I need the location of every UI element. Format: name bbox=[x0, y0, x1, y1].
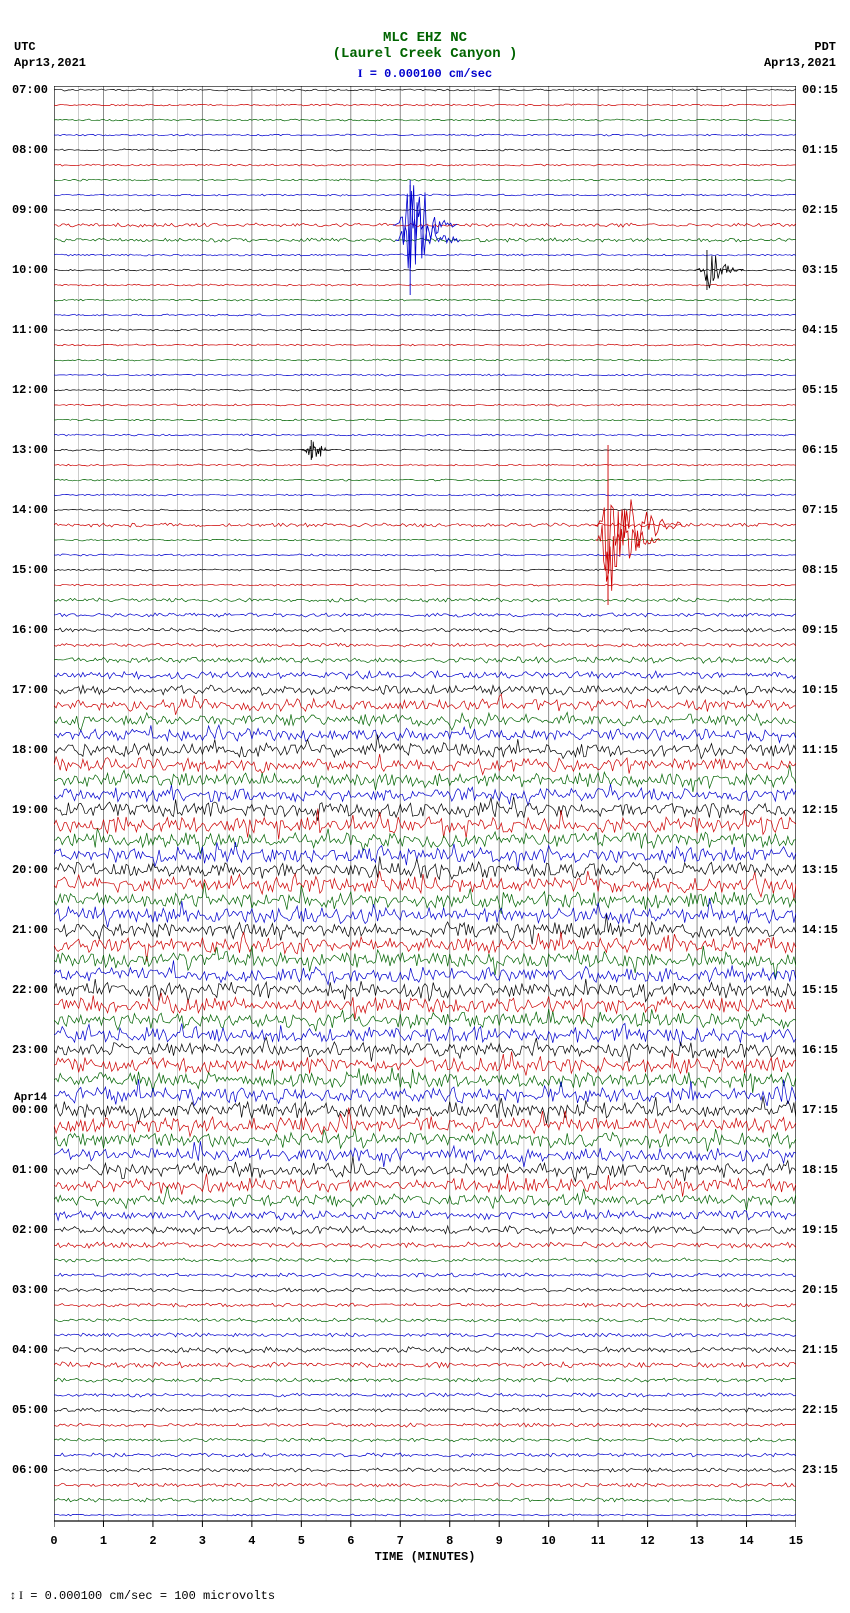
utc-label: 01:00 bbox=[12, 1163, 48, 1177]
x-tick: 1 bbox=[100, 1534, 107, 1548]
pdt-label: 08:15 bbox=[802, 563, 838, 577]
pdt-label: 12:15 bbox=[802, 803, 838, 817]
utc-label: 04:00 bbox=[12, 1343, 48, 1357]
x-tick: 3 bbox=[199, 1534, 206, 1548]
x-tick: 9 bbox=[496, 1534, 503, 1548]
pdt-label: 14:15 bbox=[802, 923, 838, 937]
pdt-label: 06:15 bbox=[802, 443, 838, 457]
pdt-label: 18:15 bbox=[802, 1163, 838, 1177]
header: MLC EHZ NC (Laurel Creek Canyon ) I = 0.… bbox=[0, 0, 850, 81]
pdt-label: 13:15 bbox=[802, 863, 838, 877]
x-tick: 6 bbox=[347, 1534, 354, 1548]
timezone-right: PDT bbox=[814, 40, 836, 54]
utc-label: 16:00 bbox=[12, 623, 48, 637]
date-left: Apr13,2021 bbox=[14, 56, 86, 70]
x-axis-label: TIME (MINUTES) bbox=[0, 1550, 850, 1564]
pdt-label: 09:15 bbox=[802, 623, 838, 637]
utc-label: 14:00 bbox=[12, 503, 48, 517]
x-tick: 7 bbox=[397, 1534, 404, 1548]
pdt-label: 03:15 bbox=[802, 263, 838, 277]
utc-hour-labels: 07:00 08:00 09:00 10:00 11:00 12:00 13:00 14:00… bbox=[0, 86, 52, 1534]
utc-label: 00:00 bbox=[12, 1103, 48, 1117]
utc-label: 21:00 bbox=[12, 923, 48, 937]
pdt-label: 23:15 bbox=[802, 1463, 838, 1477]
x-tick: 13 bbox=[690, 1534, 704, 1548]
pdt-label: 17:15 bbox=[802, 1103, 838, 1117]
pdt-hour-labels: 00:15 01:15 02:15 03:15 04:15 05:15 06:15 07:15… bbox=[798, 86, 850, 1534]
pdt-label: 02:15 bbox=[802, 203, 838, 217]
x-tick: 8 bbox=[446, 1534, 453, 1548]
pdt-label: 11:15 bbox=[802, 743, 838, 757]
pdt-label: 00:15 bbox=[802, 83, 838, 97]
x-tick: 15 bbox=[789, 1534, 803, 1548]
pdt-label: 10:15 bbox=[802, 683, 838, 697]
x-tick: 14 bbox=[739, 1534, 753, 1548]
utc-label: 11:00 bbox=[12, 323, 48, 337]
pdt-label: 05:15 bbox=[802, 383, 838, 397]
utc-label: 05:00 bbox=[12, 1403, 48, 1417]
utc-label: 23:00 bbox=[12, 1043, 48, 1057]
pdt-label: 20:15 bbox=[802, 1283, 838, 1297]
x-tick: 2 bbox=[149, 1534, 156, 1548]
pdt-label: 16:15 bbox=[802, 1043, 838, 1057]
x-tick: 5 bbox=[298, 1534, 305, 1548]
pdt-label: 22:15 bbox=[802, 1403, 838, 1417]
timezone-left: UTC bbox=[14, 40, 36, 54]
utc-label: 07:00 bbox=[12, 83, 48, 97]
station-code: MLC EHZ NC bbox=[0, 30, 850, 46]
utc-label: 18:00 bbox=[12, 743, 48, 757]
station-location: (Laurel Creek Canyon ) bbox=[0, 46, 850, 62]
footer-scale: ↕ I = 0.000100 cm/sec = 100 microvolts bbox=[10, 1588, 275, 1603]
x-tick: 4 bbox=[248, 1534, 255, 1548]
midnight-label: Apr14 bbox=[14, 1092, 47, 1104]
utc-label: 03:00 bbox=[12, 1283, 48, 1297]
utc-label: 08:00 bbox=[12, 143, 48, 157]
x-tick: 12 bbox=[640, 1534, 654, 1548]
utc-label: 02:00 bbox=[12, 1223, 48, 1237]
utc-label: 13:00 bbox=[12, 443, 48, 457]
x-tick: 11 bbox=[591, 1534, 605, 1548]
utc-label: 15:00 bbox=[12, 563, 48, 577]
utc-label: 06:00 bbox=[12, 1463, 48, 1477]
utc-label: 10:00 bbox=[12, 263, 48, 277]
pdt-label: 15:15 bbox=[802, 983, 838, 997]
utc-label: 22:00 bbox=[12, 983, 48, 997]
utc-label: 09:00 bbox=[12, 203, 48, 217]
x-tick: 10 bbox=[541, 1534, 555, 1548]
scale-indicator: I = 0.000100 cm/sec bbox=[0, 66, 850, 81]
utc-label: 17:00 bbox=[12, 683, 48, 697]
date-right: Apr13,2021 bbox=[764, 56, 836, 70]
pdt-label: 04:15 bbox=[802, 323, 838, 337]
utc-label: 19:00 bbox=[12, 803, 48, 817]
pdt-label: 21:15 bbox=[802, 1343, 838, 1357]
utc-label: 20:00 bbox=[12, 863, 48, 877]
utc-label: 12:00 bbox=[12, 383, 48, 397]
pdt-label: 19:15 bbox=[802, 1223, 838, 1237]
x-tick: 0 bbox=[50, 1534, 57, 1548]
pdt-label: 01:15 bbox=[802, 143, 838, 157]
pdt-label: 07:15 bbox=[802, 503, 838, 517]
helicorder-plot bbox=[54, 86, 796, 1534]
